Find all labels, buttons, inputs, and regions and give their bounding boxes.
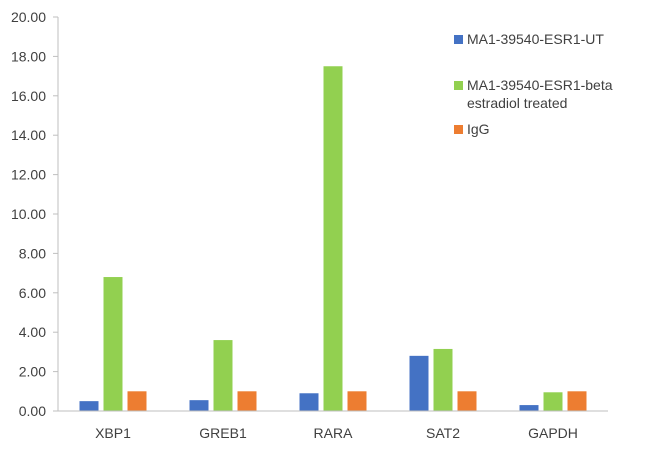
y-tick-label: 14.00 xyxy=(11,127,46,143)
y-tick-label: 2.00 xyxy=(19,364,46,380)
y-tick-label: 20.00 xyxy=(11,9,46,25)
y-tick-label: 4.00 xyxy=(19,324,46,340)
x-tick-label: RARA xyxy=(314,425,354,441)
bar-gapdh-series-2 xyxy=(543,392,563,411)
bar-xbp1-series-1 xyxy=(79,401,99,411)
y-tick-label: 0.00 xyxy=(19,403,46,419)
x-axis: XBP1 GREB1 RARA SAT2 GAPDH xyxy=(58,410,608,441)
bar-sat2-series-3 xyxy=(457,391,477,411)
bar-greb1-series-2 xyxy=(213,340,233,411)
bar-greb1-series-3 xyxy=(237,391,257,411)
y-tick-label: 12.00 xyxy=(11,167,46,183)
y-tick-label: 16.00 xyxy=(11,88,46,104)
legend-label-line: MA1-39540-ESR1-UT xyxy=(467,31,604,47)
bar-gapdh-series-1 xyxy=(519,405,539,411)
legend: MA1-39540-ESR1-UT MA1-39540-ESR1-beta estr… xyxy=(454,31,613,137)
bars xyxy=(79,66,587,411)
bar-gapdh-series-3 xyxy=(567,391,587,411)
bar-rara-series-1 xyxy=(299,393,319,411)
legend-label-2: MA1-39540-ESR1-beta estradiol treated xyxy=(467,77,613,111)
legend-swatch-1 xyxy=(454,35,463,44)
bar-xbp1-series-2 xyxy=(103,277,123,411)
legend-label-3: IgG xyxy=(467,121,490,137)
bar-rara-series-2 xyxy=(323,66,343,411)
bar-xbp1-series-3 xyxy=(127,391,147,411)
bar-sat2-series-1 xyxy=(409,355,429,411)
legend-label-line: estradiol treated xyxy=(467,95,567,111)
legend-label-line: IgG xyxy=(467,121,490,137)
bar-sat2-series-2 xyxy=(433,348,453,411)
y-tick-label: 6.00 xyxy=(19,285,46,301)
x-tick-label: SAT2 xyxy=(426,425,460,441)
bar-rara-series-3 xyxy=(347,391,367,411)
x-tick-label: GAPDH xyxy=(528,425,578,441)
x-tick-label: XBP1 xyxy=(95,425,131,441)
legend-label-1: MA1-39540-ESR1-UT xyxy=(467,31,604,47)
y-tick-label: 18.00 xyxy=(11,48,46,64)
legend-swatch-3 xyxy=(454,125,463,134)
legend-swatch-2 xyxy=(454,81,463,90)
y-tick-label: 8.00 xyxy=(19,245,46,261)
bar-greb1-series-1 xyxy=(189,400,209,411)
x-tick-label: GREB1 xyxy=(199,425,247,441)
legend-label-line: MA1-39540-ESR1-beta xyxy=(467,77,613,93)
y-tick-label: 10.00 xyxy=(11,206,46,222)
y-axis: 0.00 2.00 4.00 6.00 8.00 10.00 12.00 14.00 16.00… xyxy=(11,9,59,419)
